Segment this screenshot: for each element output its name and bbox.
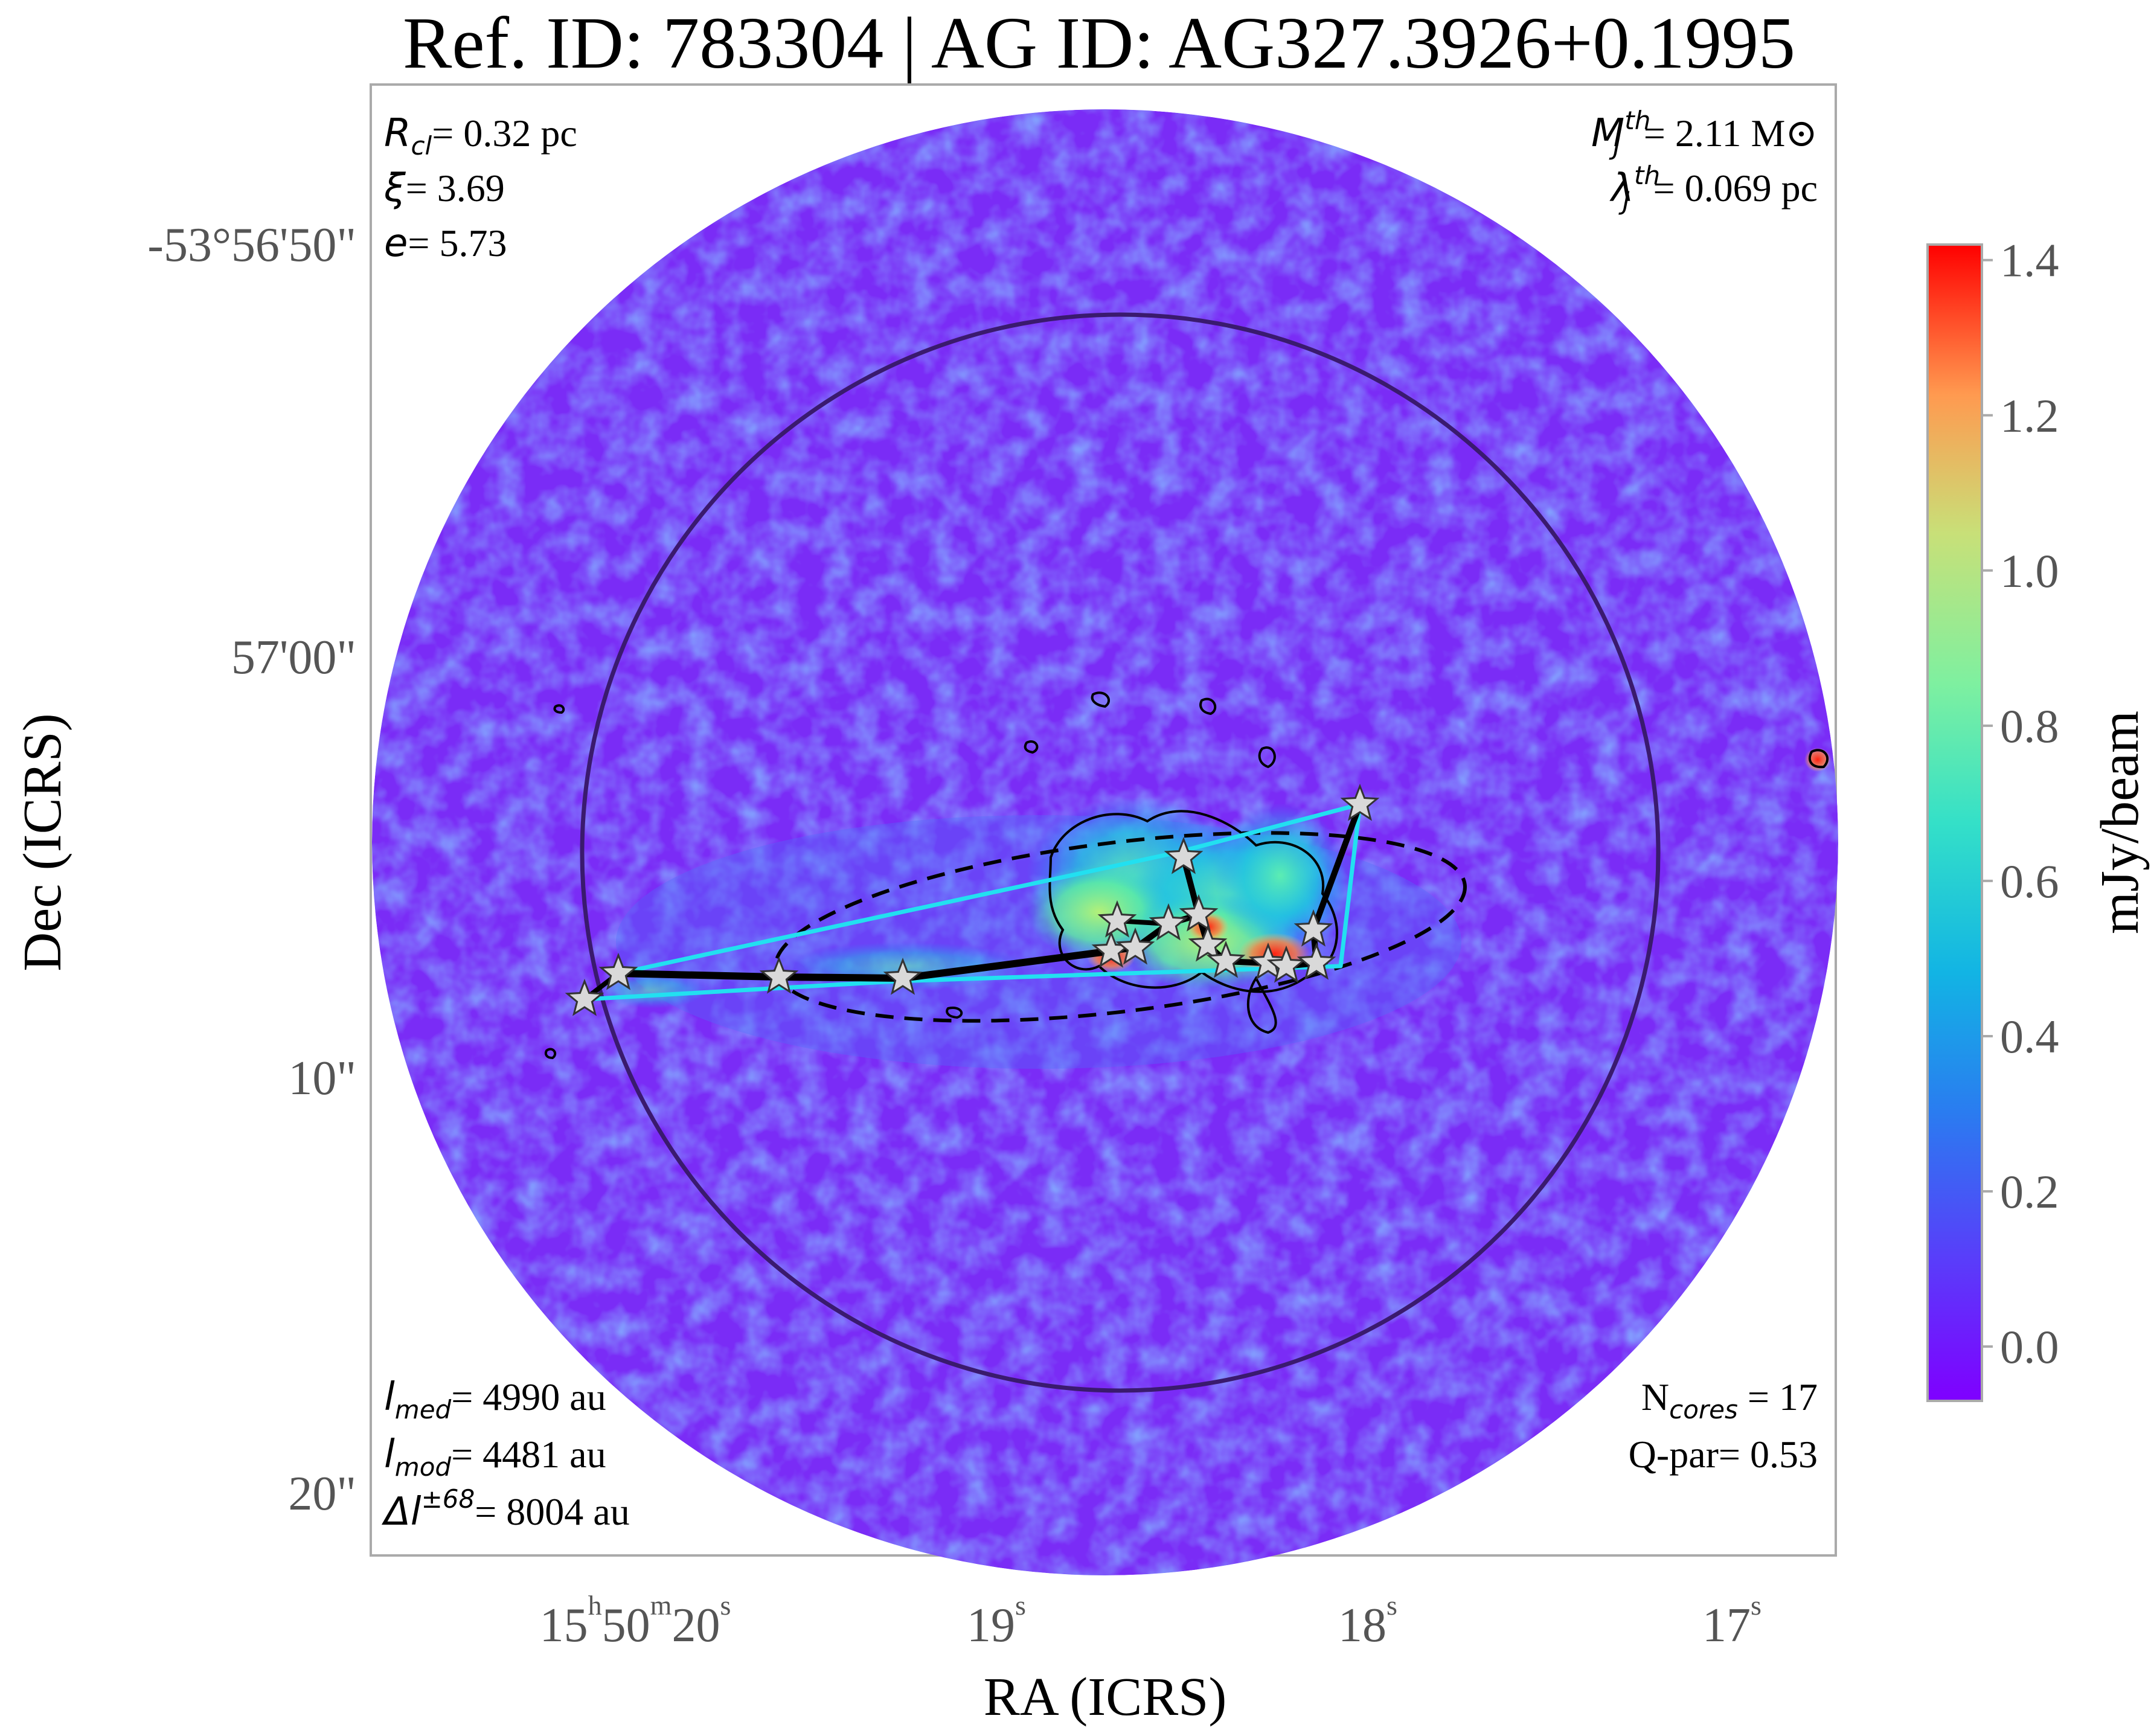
- core-star: [565, 978, 604, 1016]
- y-tick-label: 57'00": [231, 631, 356, 684]
- colorbar-tick-label: 1.2: [2000, 389, 2059, 442]
- annotations-top-right: Mth J = 2.11 M⊙ λth J = 0.069 pc: [1591, 106, 1818, 216]
- core-star: [1149, 903, 1188, 941]
- x-tick-label: 15h50m20s: [540, 1590, 731, 1652]
- svg-text:Ncores = 17: Ncores = 17: [1641, 1376, 1818, 1424]
- annotations-top-left: Rcl= 0.32 pc ξ= 3.69 e= 5.73: [383, 111, 577, 266]
- clump-circle: [580, 312, 1661, 1393]
- core-star: [1206, 940, 1246, 978]
- core-star: [1164, 836, 1204, 874]
- annotations-bottom-right: Ncores = 17 Q-par= 0.53: [1629, 1376, 1818, 1476]
- core-star: [1097, 900, 1137, 938]
- colorbar-gradient: [1926, 243, 1983, 1402]
- core-star: [1293, 909, 1333, 947]
- svg-text:lmod= 4481 au: lmod= 4481 au: [384, 1432, 606, 1482]
- colorbar-tick-label: 1.0: [2000, 545, 2059, 597]
- cores: [565, 783, 1380, 1016]
- y-tick-label: 10": [288, 1052, 356, 1105]
- colorbar-tick-label: 0.4: [2000, 1010, 2059, 1063]
- core-star: [883, 957, 923, 995]
- y-tick-label: -53°56'50": [147, 219, 356, 272]
- colorbar-tick-label: 0.0: [2000, 1321, 2059, 1373]
- core-star: [1248, 942, 1288, 980]
- svg-text:Rcl= 0.32 pc: Rcl= 0.32 pc: [384, 111, 577, 161]
- core-star: [1340, 783, 1380, 821]
- core-star: [1297, 942, 1336, 980]
- chart-title: Ref. ID: 783304 | AG ID: AG327.3926+0.19…: [403, 2, 1795, 84]
- colorbar-tick-label: 0.6: [2000, 855, 2059, 908]
- y-axis-label: Dec (ICRS): [13, 713, 72, 971]
- colorbar-label: mJy/beam: [2090, 711, 2150, 934]
- colorbar-ticks: 1.4 1.2 1.0 0.8 0.6 0.4 0.2 0.0: [1982, 234, 2059, 1373]
- colorbar-tick-label: 1.4: [2000, 234, 2059, 287]
- svg-text:lmed= 4990 au: lmed= 4990 au: [384, 1375, 606, 1424]
- y-tick-label: 20": [288, 1467, 356, 1520]
- core-star: [1115, 927, 1155, 965]
- core-star: [598, 952, 638, 990]
- core-star: [759, 956, 799, 994]
- core-star: [1179, 894, 1219, 932]
- svg-text:Δl±68= 8004 au: Δl±68= 8004 au: [381, 1484, 630, 1534]
- annotations-bottom-left: lmed= 4990 au lmod= 4481 au Δl±68= 8004 …: [381, 1375, 630, 1534]
- colorbar-tick-label: 0.8: [2000, 700, 2059, 752]
- colorbar: 1.4 1.2 1.0 0.8 0.6 0.4 0.2 0.0 mJy/beam: [1926, 234, 2150, 1402]
- x-tick-label: 19s: [967, 1590, 1026, 1652]
- x-tick-label: 17s: [1702, 1590, 1762, 1652]
- svg-text:Q-par= 0.53: Q-par= 0.53: [1629, 1433, 1818, 1476]
- svg-text:ξ= 3.69: ξ= 3.69: [383, 166, 505, 211]
- x-tick-label: 18s: [1338, 1590, 1397, 1652]
- core-star: [1188, 924, 1228, 962]
- x-axis-label: RA (ICRS): [984, 1667, 1227, 1727]
- colorbar-tick-label: 0.2: [2000, 1165, 2059, 1218]
- core-star: [1266, 945, 1306, 983]
- svg-text:e= 5.73: e= 5.73: [384, 221, 507, 266]
